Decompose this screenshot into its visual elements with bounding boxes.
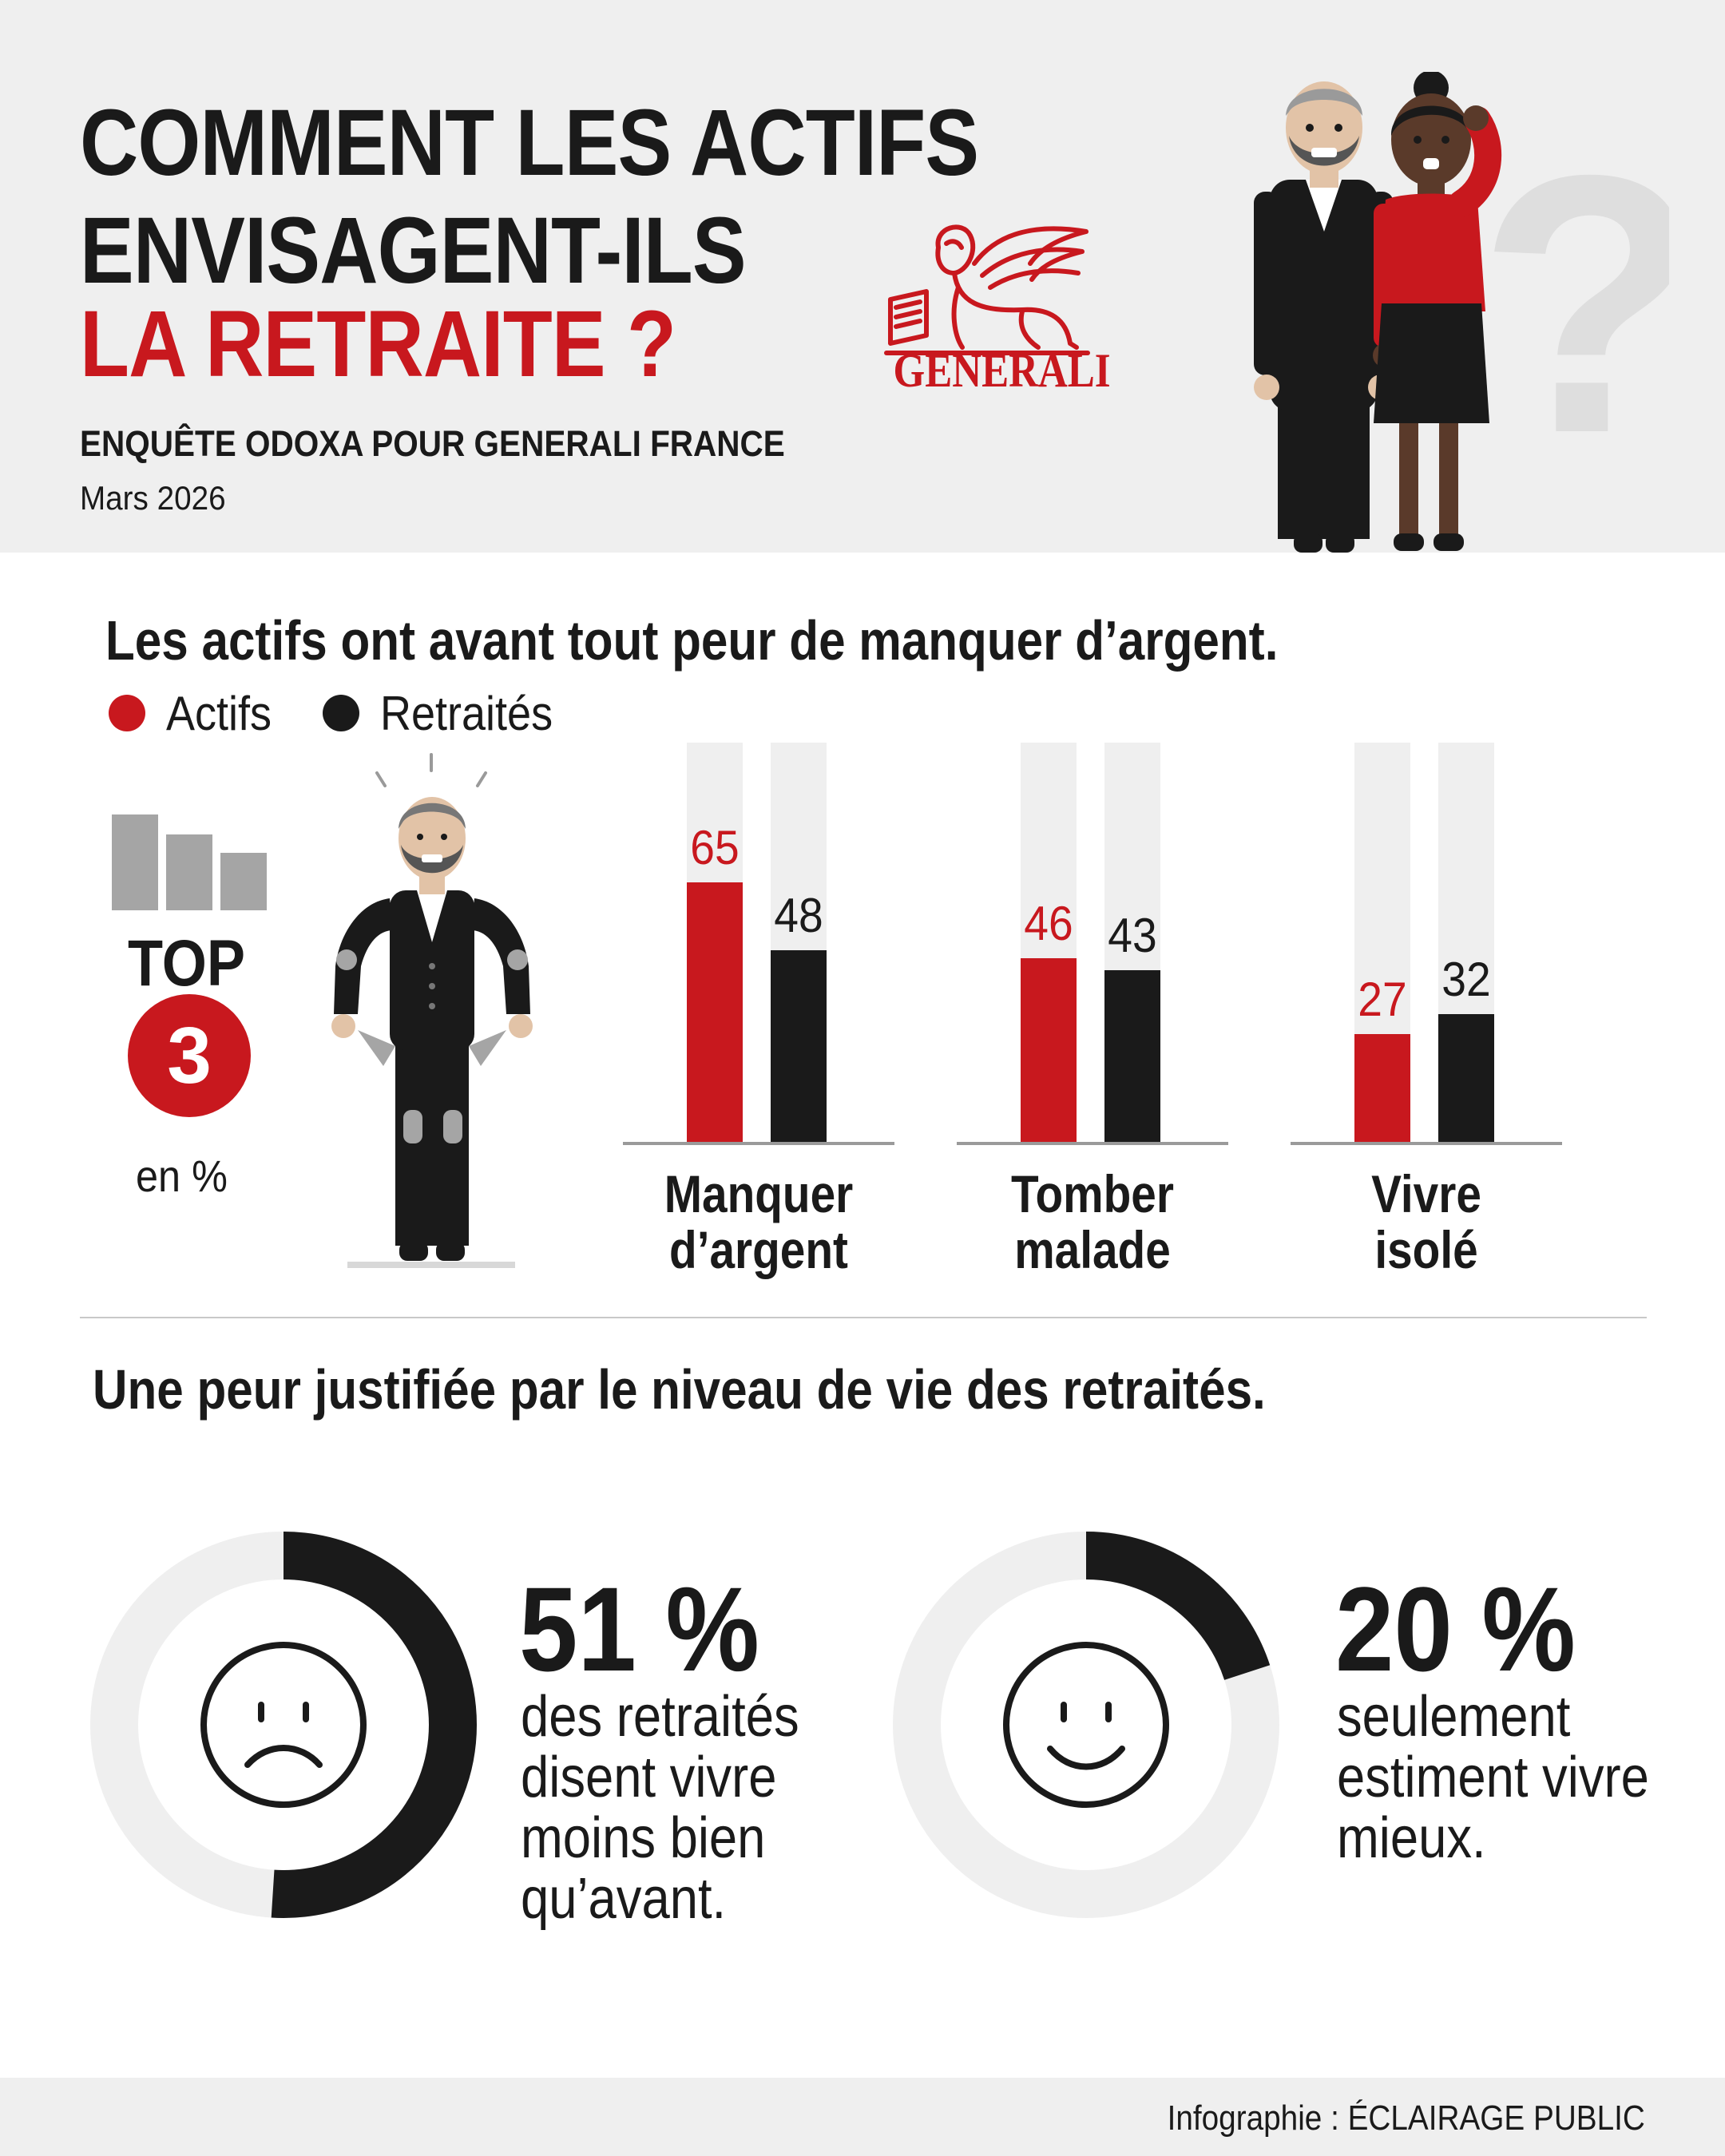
bar-value-label: 43 xyxy=(1108,909,1157,962)
fears-bar-chart: 65 48 Manquer d’argent 46 43 Tomber malade 27 32 V… xyxy=(623,727,1597,1286)
header: COMMENT LES ACTIFS ENVISAGENT-ILS LA RET… xyxy=(0,0,1725,553)
legend-label-actifs: Actifs xyxy=(166,686,272,740)
survey-date: Mars 2026 xyxy=(80,479,226,517)
category-label: Manquer d’argent xyxy=(664,1164,854,1279)
man-figure-icon xyxy=(1254,81,1394,553)
stat-worse-text: des retraités disent vivre moins bien qu… xyxy=(521,1685,799,1931)
bar-value-label: 65 xyxy=(690,821,740,874)
title-line-2: ENVISAGENT-ILS xyxy=(80,198,747,303)
question-mark-icon: ? xyxy=(1477,100,1669,509)
stat-better-text: seulement estiment vivre mieux. xyxy=(1337,1685,1649,1870)
bar-value-label: 48 xyxy=(774,889,823,942)
legend-retraites: Retraités xyxy=(323,685,572,741)
top3-bars-icon xyxy=(112,814,267,910)
generali-logo-text: GENERALI xyxy=(893,344,1111,397)
top3-label: TOP xyxy=(128,927,246,1000)
donut-chart-worse xyxy=(90,1532,477,1918)
survey-source: ENQUÊTE ODOXA POUR GENERALI FRANCE xyxy=(80,423,785,464)
worried-man-illustration xyxy=(331,753,533,1268)
chart-baseline xyxy=(1291,1142,1562,1145)
bar-value-label: 46 xyxy=(1024,897,1073,950)
legend-actifs: Actifs xyxy=(109,685,284,741)
bar-actifs xyxy=(687,882,743,1142)
bar-retraités xyxy=(771,950,827,1142)
bar-retraités xyxy=(1104,970,1160,1142)
smile-face-icon xyxy=(1003,1642,1169,1808)
bar-value-label: 32 xyxy=(1441,953,1491,1006)
legend-label-retraites: Retraités xyxy=(380,686,553,740)
category-label: Vivre isolé xyxy=(1371,1164,1481,1279)
bar-retraités xyxy=(1438,1014,1494,1142)
category-label: Tomber malade xyxy=(1011,1164,1174,1279)
legend-dot-retraites xyxy=(323,695,359,731)
bar-actifs xyxy=(1021,958,1077,1142)
chart-baseline xyxy=(623,1142,894,1145)
woman-figure-icon xyxy=(1373,72,1502,551)
section1-title: Les actifs ont avant tout peur de manque… xyxy=(105,609,1279,672)
chart-baseline xyxy=(957,1142,1228,1145)
sad-face-icon xyxy=(200,1642,367,1808)
donut-chart-better xyxy=(893,1532,1279,1918)
title-line-1: COMMENT LES ACTIFS xyxy=(80,90,979,196)
legend-dot-actifs xyxy=(109,695,145,731)
generali-lion-logo xyxy=(884,224,1090,355)
stat-better-value: 20 % xyxy=(1335,1562,1576,1696)
section2-title: Une peur justifiée par le niveau de vie … xyxy=(93,1358,1266,1421)
footer: Infographie : ÉCLAIRAGE PUBLIC xyxy=(0,2078,1725,2156)
top3-number-badge: 3 xyxy=(128,994,251,1117)
stat-worse-value: 51 % xyxy=(519,1562,759,1696)
worry-lines-icon xyxy=(375,753,487,787)
footer-credit: Infographie : ÉCLAIRAGE PUBLIC xyxy=(1167,2099,1645,2138)
section-divider xyxy=(80,1317,1647,1318)
bar-actifs xyxy=(1354,1034,1410,1142)
title-line-3: LA RETRAITE ? xyxy=(80,291,676,397)
couple-illustration: ? xyxy=(1254,72,1669,553)
bar-value-label: 27 xyxy=(1358,973,1407,1026)
unit-label: en % xyxy=(136,1151,228,1201)
